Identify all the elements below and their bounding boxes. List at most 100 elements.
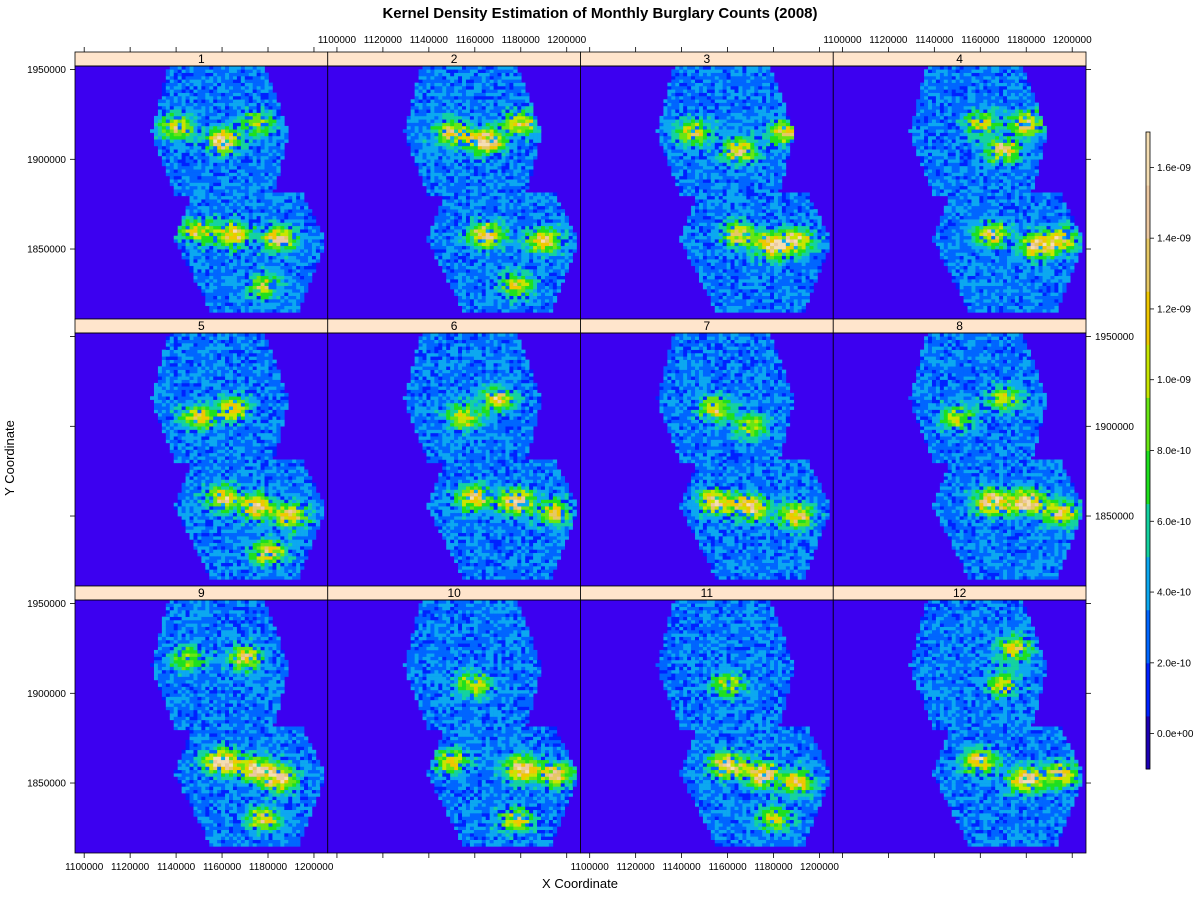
density-cell <box>221 306 225 310</box>
density-cell <box>197 113 201 117</box>
density-cell <box>533 199 537 203</box>
density-cell <box>209 169 213 173</box>
density-cell <box>494 229 498 233</box>
density-cell <box>478 126 482 130</box>
density-cell <box>182 139 186 143</box>
density-cell <box>201 252 205 256</box>
density-cell <box>320 246 324 250</box>
density-cell <box>249 239 253 243</box>
density-cell <box>225 123 229 127</box>
density-cell <box>517 113 521 117</box>
density-cell <box>257 93 261 97</box>
density-cell <box>166 96 170 100</box>
density-cell <box>237 133 241 137</box>
density-cell <box>276 256 280 260</box>
density-cell <box>241 113 245 117</box>
density-cell <box>257 176 261 180</box>
density-cell <box>545 309 549 313</box>
density-cell <box>233 169 237 173</box>
density-cell <box>209 113 213 117</box>
density-cell <box>162 109 166 113</box>
density-cell <box>498 269 502 273</box>
density-cell <box>691 173 695 177</box>
density-cell <box>205 119 209 123</box>
density-cell <box>553 266 557 270</box>
density-cell <box>253 106 257 110</box>
density-cell <box>178 96 182 100</box>
density-cell <box>470 209 474 213</box>
density-cell <box>557 239 561 243</box>
density-cell <box>521 302 525 306</box>
density-cell <box>541 219 545 223</box>
density-cell <box>178 149 182 153</box>
density-cell <box>225 106 229 110</box>
density-cell <box>265 136 269 140</box>
density-cell <box>265 103 269 107</box>
density-cell <box>261 129 265 133</box>
density-cell <box>557 219 561 223</box>
density-cell <box>679 83 683 87</box>
density-cell <box>415 163 419 167</box>
density-cell <box>197 159 201 163</box>
density-cell <box>296 302 300 306</box>
density-cell <box>280 146 284 150</box>
density-cell <box>186 106 190 110</box>
density-cell <box>419 83 423 87</box>
density-cell <box>174 146 178 150</box>
density-cell <box>229 189 233 193</box>
density-cell <box>221 189 225 193</box>
density-cell <box>521 109 525 113</box>
density-cell <box>474 266 478 270</box>
density-cell <box>513 222 517 226</box>
density-cell <box>300 242 304 246</box>
density-cell <box>209 292 213 296</box>
density-cell <box>517 156 521 160</box>
density-cell <box>675 69 679 73</box>
density-cell <box>217 169 221 173</box>
density-cell <box>205 79 209 83</box>
density-cell <box>209 249 213 253</box>
density-cell <box>430 232 434 236</box>
density-cell <box>197 79 201 83</box>
density-cell <box>667 156 671 160</box>
density-cell <box>482 212 486 216</box>
density-cell <box>450 196 454 200</box>
density-cell <box>490 166 494 170</box>
density-cell <box>478 232 482 236</box>
density-cell <box>225 103 229 107</box>
density-cell <box>446 169 450 173</box>
density-cell <box>683 166 687 170</box>
density-cell <box>687 126 691 130</box>
density-cell <box>209 173 213 177</box>
density-cell <box>225 149 229 153</box>
density-cell <box>304 216 308 220</box>
density-cell <box>241 242 245 246</box>
density-cell <box>300 296 304 300</box>
density-cell <box>561 226 565 230</box>
density-cell <box>213 206 217 210</box>
density-cell <box>450 179 454 183</box>
density-cell <box>486 212 490 216</box>
density-cell <box>671 163 675 167</box>
density-cell <box>186 256 190 260</box>
density-cell <box>241 129 245 133</box>
density-cell <box>695 229 699 233</box>
density-cell <box>213 249 217 253</box>
density-cell <box>182 252 186 256</box>
density-cell <box>474 136 478 140</box>
density-cell <box>513 129 517 133</box>
density-cell <box>237 279 241 283</box>
density-cell <box>498 173 502 177</box>
density-cell <box>213 126 217 130</box>
density-cell <box>478 99 482 103</box>
density-cell <box>446 269 450 273</box>
density-cell <box>257 286 261 290</box>
density-cell <box>517 176 521 180</box>
density-cell <box>193 99 197 103</box>
density-cell <box>517 262 521 266</box>
density-cell <box>541 242 545 246</box>
density-cell <box>419 169 423 173</box>
density-cell <box>561 259 565 263</box>
density-cell <box>671 119 675 123</box>
density-cell <box>209 196 213 200</box>
